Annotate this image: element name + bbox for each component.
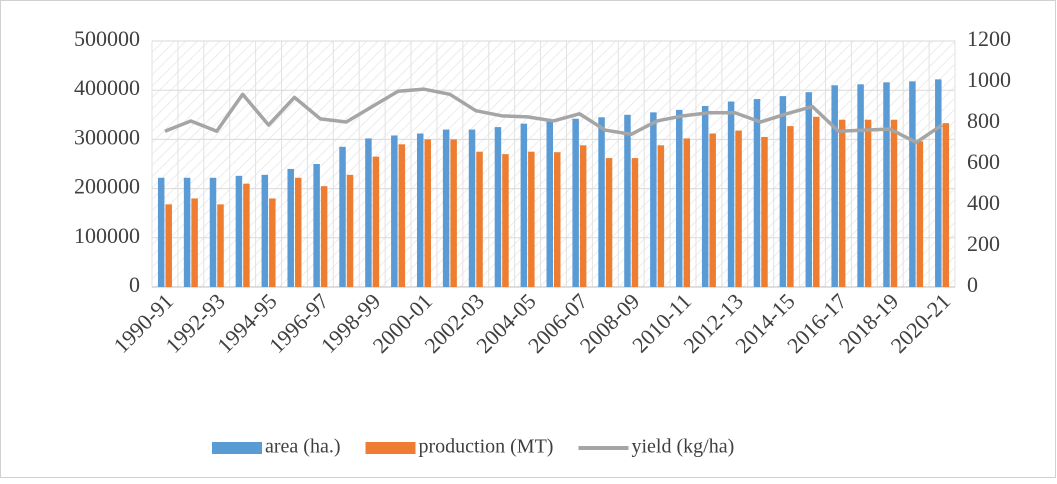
bar <box>579 145 587 287</box>
bar <box>476 151 483 287</box>
bar <box>753 99 761 287</box>
bar <box>890 119 898 287</box>
bar <box>554 152 561 287</box>
bar <box>313 164 320 287</box>
bar <box>391 135 398 287</box>
bar <box>372 156 380 287</box>
bar <box>217 204 224 287</box>
bar <box>676 109 683 287</box>
bar <box>320 186 328 287</box>
bar <box>442 129 450 287</box>
bar <box>761 136 768 287</box>
bar <box>709 133 716 287</box>
bar <box>683 138 691 287</box>
bar <box>157 177 165 287</box>
bar <box>909 81 916 288</box>
bar <box>502 154 509 287</box>
y-tick-label: 400000 <box>74 75 140 100</box>
bar <box>191 198 198 287</box>
bar <box>520 123 528 287</box>
bar <box>294 177 302 287</box>
bar <box>631 158 639 287</box>
y2-tick-label: 1000 <box>967 67 1011 92</box>
y2-tick-label: 600 <box>967 149 1000 174</box>
legend-label: yield (kg/ha) <box>631 436 734 458</box>
bar <box>494 127 502 287</box>
legend-label: production (MT) <box>419 436 554 458</box>
bar <box>624 114 631 287</box>
bar <box>779 96 787 287</box>
bar <box>864 119 872 287</box>
bar <box>813 116 820 287</box>
line <box>164 87 944 145</box>
y-tick-label: 0 <box>129 272 140 297</box>
bar <box>269 198 276 287</box>
bar <box>528 151 535 287</box>
bar <box>235 175 243 287</box>
bar <box>209 177 217 287</box>
legend-swatch <box>365 442 416 454</box>
bar <box>183 177 191 287</box>
bar <box>546 121 553 287</box>
plot-background <box>152 41 955 287</box>
bar <box>398 144 406 287</box>
y-tick-label: 500000 <box>74 26 140 51</box>
bar <box>346 174 354 287</box>
bar <box>935 79 942 287</box>
bar <box>650 112 657 287</box>
bar <box>572 118 579 288</box>
bar <box>365 138 372 287</box>
bar <box>657 145 665 287</box>
bar <box>339 146 346 287</box>
y2-tick-label: 400 <box>967 190 1000 215</box>
bar <box>598 117 605 287</box>
y2-tick-label: 200 <box>967 231 1000 256</box>
bar <box>243 183 250 287</box>
bar <box>605 158 613 287</box>
bar <box>287 168 294 287</box>
y2-tick-label: 800 <box>967 108 1000 133</box>
bar <box>838 119 846 287</box>
bar <box>424 139 431 287</box>
y2-tick-label: 0 <box>967 272 978 297</box>
y-tick-label: 100000 <box>74 223 140 248</box>
legend-swatch <box>212 442 262 454</box>
legend-label: area (ha.) <box>265 436 341 458</box>
bar <box>916 141 924 287</box>
bar <box>883 82 890 287</box>
bar <box>261 174 269 287</box>
bar <box>805 92 813 287</box>
bar <box>468 129 476 287</box>
bar <box>942 123 950 287</box>
bar <box>727 101 735 288</box>
bar <box>857 84 864 288</box>
bar <box>735 130 742 287</box>
bar <box>165 204 172 287</box>
y-tick-label: 300000 <box>74 124 140 149</box>
y-tick-label: 200000 <box>74 174 140 199</box>
bar <box>831 85 838 287</box>
bar <box>701 105 709 287</box>
bar <box>787 126 794 287</box>
y2-tick-label: 1200 <box>967 26 1011 51</box>
bar <box>450 139 457 287</box>
bar <box>416 133 424 287</box>
